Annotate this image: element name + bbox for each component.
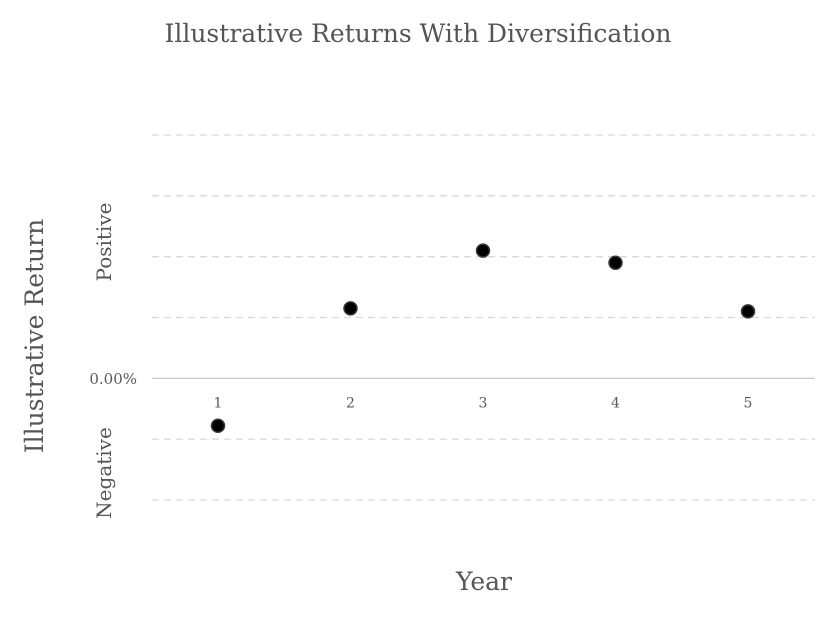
x-tick-label: 3 [479,395,488,411]
x-tick-labels: 1 2 3 4 5 [214,395,753,411]
x-tick-label: 4 [611,395,620,411]
data-point [343,301,358,316]
data-point [608,255,623,270]
data-point [210,418,226,434]
y-positive-label: Positive [92,203,116,282]
chart-title: Illustrative Returns With Diversificatio… [164,19,671,48]
y-axis-title: Illustrative Return [20,219,49,453]
x-axis-title: Year [455,567,512,596]
x-tick-label: 2 [346,395,355,411]
y-negative-label: Negative [92,427,116,519]
gridlines [152,134,815,501]
y-zero-label: 0.00% [89,370,137,388]
data-point [475,243,491,258]
x-tick-label: 5 [744,395,753,411]
x-tick-label: 1 [214,395,223,411]
data-points [210,243,756,434]
data-point [740,304,756,319]
